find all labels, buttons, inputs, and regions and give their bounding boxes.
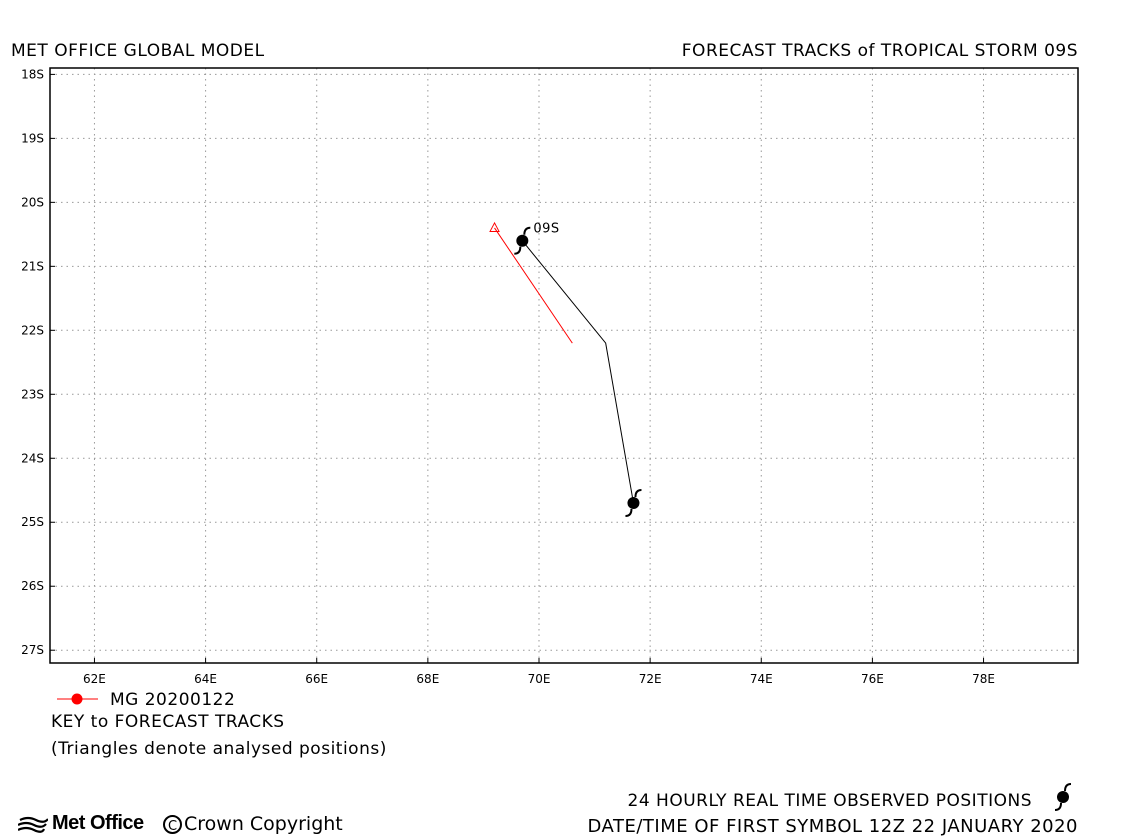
storm-symbol-arm [514, 246, 522, 255]
tick-label-lon: 68E [416, 672, 439, 686]
observed-track-line [521, 240, 634, 504]
tick-label-lon: 70E [528, 672, 551, 686]
crown-copyright: C Crown Copyright [163, 813, 343, 835]
legend-entry-label: MG 20200122 [110, 690, 236, 710]
tick-label-lat: 27S [21, 643, 44, 657]
tracks [489, 221, 642, 518]
tick-label-lat: 21S [21, 259, 44, 273]
analysed-position-triangle [489, 221, 500, 232]
storm-symbol-arm [625, 509, 633, 518]
storm-symbol [514, 226, 531, 255]
storm-symbol-core [1057, 791, 1069, 803]
tick-label-lon: 66E [305, 672, 328, 686]
forecast-track-line [494, 227, 573, 344]
legend-key-title: KEY to FORECAST TRACKS [51, 712, 285, 732]
tick-label-lat: 19S [21, 131, 44, 145]
storm-symbol-core [516, 234, 529, 247]
observed-position-symbol-key [1054, 783, 1072, 811]
storm-symbol-arm [1064, 783, 1072, 792]
tick-label-lat: 22S [21, 323, 44, 337]
copyright-text: Crown Copyright [184, 813, 343, 835]
legend-key-note: (Triangles denote analysed positions) [51, 739, 387, 759]
tick-label-lon: 62E [83, 672, 106, 686]
header-left-title: MET OFFICE GLOBAL MODEL [11, 41, 265, 61]
tick-label-lat: 18S [21, 67, 44, 81]
tick-label-lon: 78E [972, 672, 995, 686]
storm-symbol-arm [634, 489, 642, 498]
storm-label: 09S [533, 222, 559, 237]
storm-symbol-arm [1054, 802, 1062, 811]
footer-observed-label: 24 HOURLY REAL TIME OBSERVED POSITIONS [627, 791, 1032, 811]
storm-symbol-key [1054, 783, 1072, 811]
tick-label-lon: 74E [750, 672, 773, 686]
storm-symbol [625, 489, 642, 518]
tick-label-lat: 26S [21, 579, 44, 593]
tick-label-lat: 24S [21, 451, 44, 465]
tick-label-lon: 72E [639, 672, 662, 686]
legend-forecast-marker [57, 693, 98, 705]
met-office-logo-text: Met Office [52, 812, 144, 834]
storm-symbol-arm [523, 226, 531, 235]
header-right-title: FORECAST TRACKS of TROPICAL STORM 09S [681, 41, 1078, 61]
storm-symbol-core [627, 497, 640, 510]
tick-label-lat: 25S [21, 515, 44, 529]
tick-label-lon: 64E [194, 672, 217, 686]
map-frame [49, 67, 1079, 664]
copyright-symbol: C [163, 814, 182, 834]
axis-ticks: 62E 64E 66E 68E 70E 72E 74E 76E 78E 18S 19S 20S 21S 2… [21, 67, 995, 686]
tick-label-lat: 23S [21, 387, 44, 401]
met-office-logo: Met Office [18, 812, 144, 835]
grid-lines [50, 68, 1078, 663]
tick-label-lat: 20S [21, 195, 44, 209]
tick-label-lon: 76E [861, 672, 884, 686]
met-office-logo-icon [18, 816, 48, 833]
footer-datetime-label: DATE/TIME OF FIRST SYMBOL 12Z 22 JANUARY… [587, 816, 1078, 837]
